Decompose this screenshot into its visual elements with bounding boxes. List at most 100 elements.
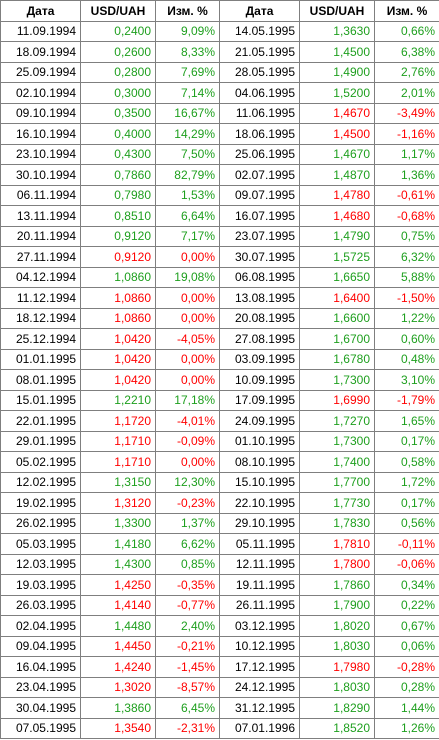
- rate-cell: 1,4670: [299, 143, 375, 165]
- table-row: 02.10.1994 0,3000 7,14% 04.06.1995 1,5200 2,0…: [0, 82, 439, 104]
- change-cell: 8,33%: [155, 41, 220, 63]
- rate-cell: 1,0860: [80, 307, 156, 329]
- table-row: 18.12.1994 1,0860 0,00% 20.08.1995 1,6600 1,2…: [0, 307, 439, 329]
- rate-cell: 1,4500: [299, 41, 375, 63]
- rate-cell: 1,8030: [299, 676, 375, 698]
- header-date-left: Дата: [0, 0, 81, 22]
- rate-cell: 0,9120: [80, 225, 156, 247]
- rate-cell: 1,5725: [299, 246, 375, 268]
- table-row: 13.11.1994 0,8510 6,64% 16.07.1995 1,4680 -0,…: [0, 205, 439, 227]
- change-cell: 1,72%: [374, 471, 439, 493]
- rate-cell: 1,7830: [299, 512, 375, 534]
- change-cell: 19,08%: [155, 266, 220, 288]
- rate-cell: 1,8030: [299, 635, 375, 657]
- rate-cell: 1,4790: [299, 225, 375, 247]
- date-cell: 25.06.1995: [219, 143, 300, 165]
- table-row: 19.03.1995 1,4250 -0,35% 19.11.1995 1,7860 0,…: [0, 574, 439, 596]
- date-cell: 16.04.1995: [0, 656, 81, 678]
- date-cell: 17.12.1995: [219, 656, 300, 678]
- rate-cell: 1,7860: [299, 574, 375, 596]
- change-cell: -2,31%: [155, 717, 220, 739]
- date-cell: 25.12.1994: [0, 328, 81, 350]
- rate-cell: 1,7800: [299, 553, 375, 575]
- change-cell: 6,64%: [155, 205, 220, 227]
- rate-cell: 1,0860: [80, 266, 156, 288]
- rate-cell: 1,6650: [299, 266, 375, 288]
- change-cell: 1,36%: [374, 164, 439, 186]
- rate-cell: 0,3500: [80, 102, 156, 124]
- date-cell: 23.04.1995: [0, 676, 81, 698]
- date-cell: 19.03.1995: [0, 574, 81, 596]
- rate-cell: 1,4240: [80, 656, 156, 678]
- table-row: 22.01.1995 1,1720 -4,01% 24.09.1995 1,7270 1,…: [0, 410, 439, 432]
- rate-cell: 0,2400: [80, 20, 156, 42]
- rate-cell: 0,9120: [80, 246, 156, 268]
- table-row: 25.09.1994 0,2800 7,69% 28.05.1995 1,4900 2,7…: [0, 61, 439, 83]
- change-cell: 0,17%: [374, 492, 439, 514]
- rate-cell: 1,4450: [80, 635, 156, 657]
- table-row: 12.03.1995 1,4300 0,85% 12.11.1995 1,7800 -0,…: [0, 553, 439, 575]
- change-cell: -1,45%: [155, 656, 220, 678]
- rate-cell: 1,4780: [299, 184, 375, 206]
- date-cell: 26.03.1995: [0, 594, 81, 616]
- table-row: 02.04.1995 1,4480 2,40% 03.12.1995 1,8020 0,6…: [0, 615, 439, 637]
- change-cell: 0,17%: [374, 430, 439, 452]
- date-cell: 20.08.1995: [219, 307, 300, 329]
- change-cell: 16,67%: [155, 102, 220, 124]
- change-cell: 2,01%: [374, 82, 439, 104]
- change-cell: 0,00%: [155, 451, 220, 473]
- change-cell: 0,56%: [374, 512, 439, 534]
- change-cell: 0,00%: [155, 369, 220, 391]
- change-cell: 1,37%: [155, 512, 220, 534]
- rate-cell: 1,7270: [299, 410, 375, 432]
- date-cell: 25.09.1994: [0, 61, 81, 83]
- change-cell: 1,26%: [374, 717, 439, 739]
- rate-cell: 0,7980: [80, 184, 156, 206]
- table-row: 23.10.1994 0,4300 7,50% 25.06.1995 1,4670 1,1…: [0, 143, 439, 165]
- date-cell: 04.06.1995: [219, 82, 300, 104]
- rate-cell: 1,8290: [299, 697, 375, 719]
- date-cell: 18.12.1994: [0, 307, 81, 329]
- change-cell: 7,14%: [155, 82, 220, 104]
- date-cell: 18.09.1994: [0, 41, 81, 63]
- date-cell: 24.09.1995: [219, 410, 300, 432]
- date-cell: 21.05.1995: [219, 41, 300, 63]
- rate-cell: 1,8520: [299, 717, 375, 739]
- date-cell: 13.08.1995: [219, 287, 300, 309]
- change-cell: -1,50%: [374, 287, 439, 309]
- date-cell: 07.05.1995: [0, 717, 81, 739]
- rate-cell: 1,0420: [80, 328, 156, 350]
- table-row: 27.11.1994 0,9120 0,00% 30.07.1995 1,5725 6,3…: [0, 246, 439, 268]
- rate-cell: 1,0420: [80, 369, 156, 391]
- change-cell: 9,09%: [155, 20, 220, 42]
- date-cell: 29.10.1995: [219, 512, 300, 534]
- table-row: 15.01.1995 1,2210 17,18% 17.09.1995 1,6990 -1…: [0, 389, 439, 411]
- header-date-right: Дата: [219, 0, 300, 22]
- rate-cell: 0,2600: [80, 41, 156, 63]
- change-cell: 7,17%: [155, 225, 220, 247]
- date-cell: 26.11.1995: [219, 594, 300, 616]
- rate-cell: 1,4140: [80, 594, 156, 616]
- header-change-left: Изм. %: [155, 0, 220, 22]
- change-cell: 6,62%: [155, 533, 220, 555]
- header-change-right: Изм. %: [374, 0, 439, 22]
- rate-cell: 1,3630: [299, 20, 375, 42]
- change-cell: -0,09%: [155, 430, 220, 452]
- rate-cell: 1,6780: [299, 348, 375, 370]
- change-cell: -0,77%: [155, 594, 220, 616]
- rate-cell: 1,4480: [80, 615, 156, 637]
- date-cell: 19.02.1995: [0, 492, 81, 514]
- change-cell: 2,40%: [155, 615, 220, 637]
- change-cell: 0,00%: [155, 307, 220, 329]
- date-cell: 07.01.1996: [219, 717, 300, 739]
- rate-cell: 0,4300: [80, 143, 156, 165]
- rate-cell: 1,3150: [80, 471, 156, 493]
- rate-cell: 1,4900: [299, 61, 375, 83]
- rate-cell: 1,6600: [299, 307, 375, 329]
- change-cell: -0,28%: [374, 656, 439, 678]
- date-cell: 08.10.1995: [219, 451, 300, 473]
- change-cell: 1,65%: [374, 410, 439, 432]
- table-row: 05.03.1995 1,4180 6,62% 05.11.1995 1,7810 -0,…: [0, 533, 439, 555]
- change-cell: 0,75%: [374, 225, 439, 247]
- change-cell: 0,60%: [374, 328, 439, 350]
